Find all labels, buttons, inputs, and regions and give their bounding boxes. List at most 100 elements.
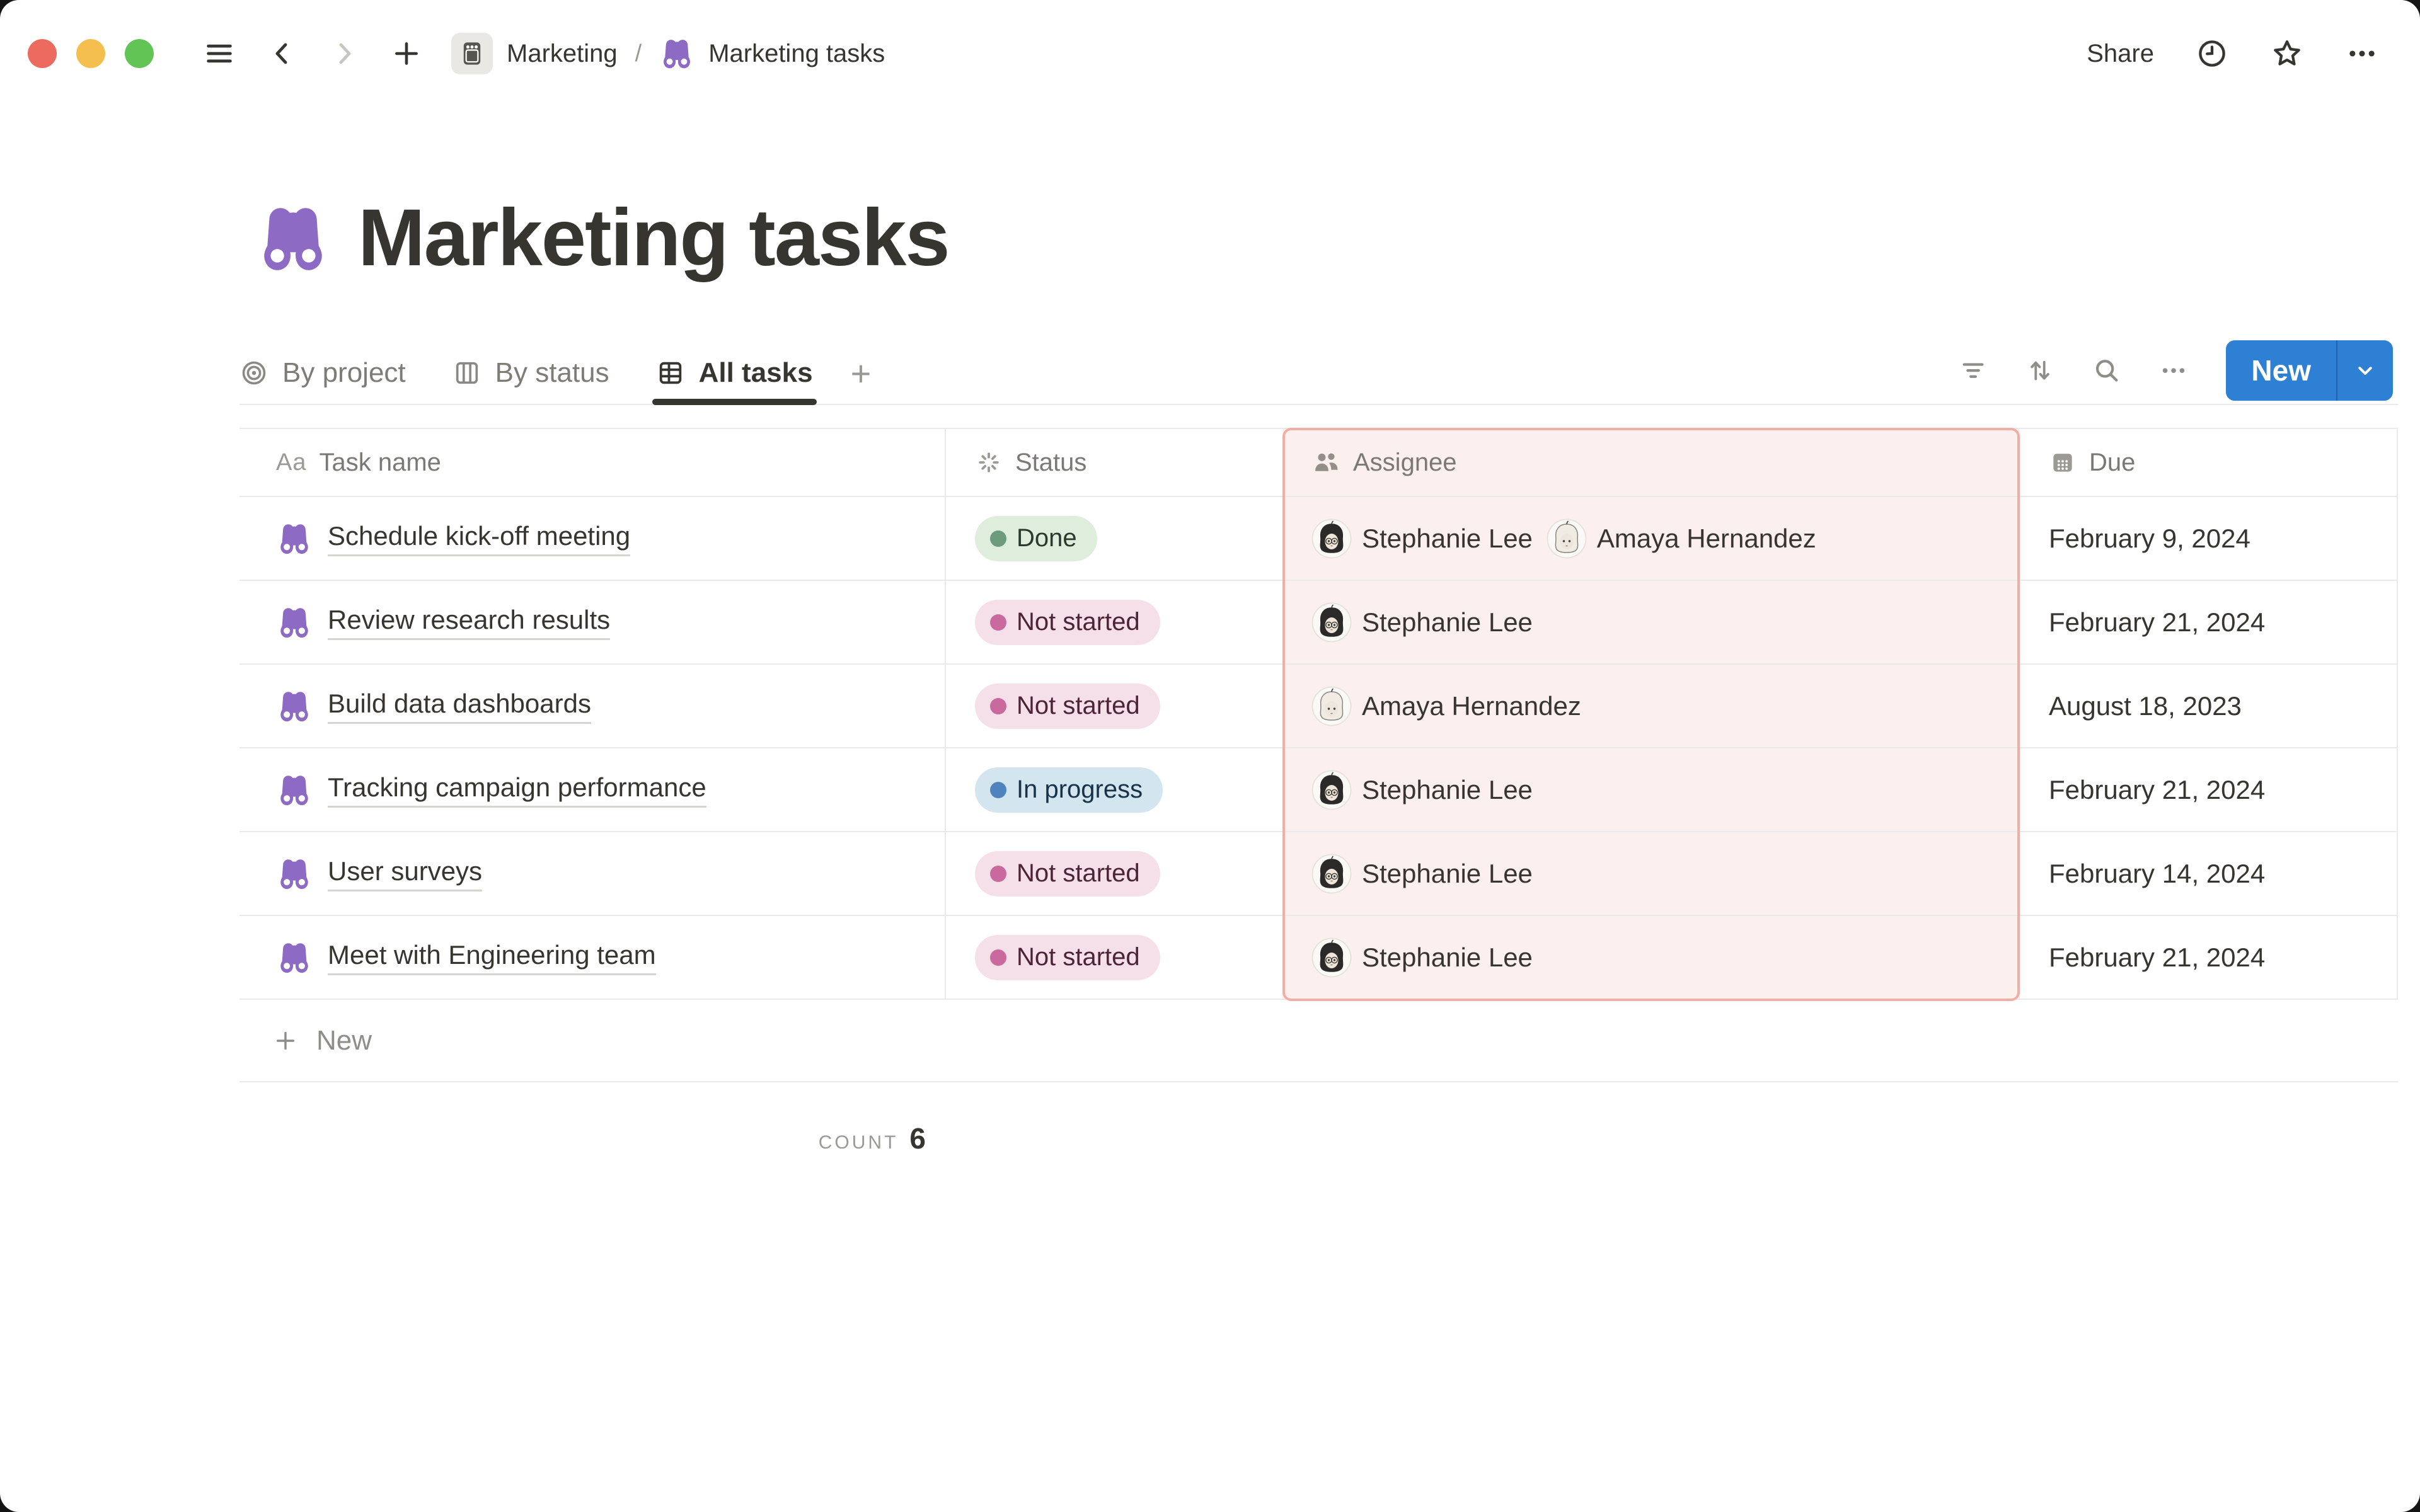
column-header-assignee[interactable]: Assignee [1282,429,2020,496]
assignee-cell[interactable]: Stephanie Lee [1282,748,2020,831]
status-cell[interactable]: Done [946,497,1282,580]
more-options-button[interactable] [2346,37,2378,70]
assignee-cell[interactable]: Stephanie Lee [1282,581,2020,663]
new-row-button[interactable]: New [239,1000,2398,1082]
topbar-actions: Share [2087,37,2378,71]
breadcrumb: Marketing / Marketing tasks [451,33,885,74]
task-link[interactable]: Review research results [328,605,611,640]
assignee-cell[interactable]: Amaya Hernandez [1282,665,2020,747]
task-name-cell[interactable]: Tracking campaign performance [239,748,946,831]
new-button-label[interactable]: New [2251,354,2311,387]
binoculars-icon [280,607,308,638]
ellipsis-icon [2163,368,2185,373]
new-button-dropdown[interactable] [2337,340,2393,401]
avatar [1311,518,1352,558]
favorite-button[interactable] [2270,37,2304,71]
view-tabs-bar: By project By status All tasks + [239,340,2398,405]
minimize-window-button[interactable] [76,39,105,68]
count-label: COUNT [818,1132,899,1153]
people-icon [1315,453,1338,471]
new-task-button[interactable]: New [2226,340,2393,401]
view-options-button[interactable] [2159,356,2188,385]
table-row: Meet with Engineering team Not started S… [239,916,2398,1000]
close-window-button[interactable] [28,39,57,68]
filter-button[interactable] [1959,356,1988,385]
task-name-cell[interactable]: Build data dashboards [239,665,946,747]
sidebar-menu-button[interactable] [203,37,236,70]
assignee-chip[interactable]: Stephanie Lee [1311,770,1533,810]
due-date-cell[interactable]: February 14, 2024 [2020,832,2398,915]
table-row: User surveys Not started Stephanie Lee F… [239,832,2398,916]
column-header-status[interactable]: Status [946,429,1282,496]
new-page-button[interactable] [391,38,422,69]
task-name-cell[interactable]: Meet with Engineering team [239,916,946,999]
column-label: Due [2089,448,2136,476]
status-label: Done [1017,524,1077,552]
zoom-window-button[interactable] [125,39,154,68]
due-date: February 14, 2024 [2049,858,2266,888]
calendar-icon [2053,454,2072,472]
due-date-cell[interactable]: August 18, 2023 [2020,665,2398,747]
tab-all-tasks[interactable]: All tasks [652,342,817,405]
breadcrumb-item-marketing-tasks[interactable]: Marketing tasks [659,36,885,71]
status-cell[interactable]: Not started [946,581,1282,663]
task-link[interactable]: Build data dashboards [328,689,591,724]
status-badge[interactable]: Done [975,515,1097,561]
tasks-table: Aa Task name Status Assignee Due [239,428,2398,1082]
task-name-cell[interactable]: User surveys [239,832,946,915]
due-date-cell[interactable]: February 21, 2024 [2020,748,2398,831]
status-badge[interactable]: Not started [975,850,1160,896]
share-button[interactable]: Share [2087,39,2154,67]
assignee-chip[interactable]: Amaya Hernandez [1311,686,1581,726]
assignee-chip[interactable]: Stephanie Lee [1311,854,1533,894]
search-button[interactable] [2092,356,2121,385]
due-date-cell[interactable]: February 21, 2024 [2020,581,2398,663]
task-link[interactable]: Schedule kick-off meeting [328,521,631,556]
target-icon [242,361,266,385]
sort-button[interactable] [2025,356,2054,385]
page-icon-binoculars[interactable] [255,200,331,277]
tab-by-project[interactable]: By project [239,342,406,404]
add-view-button[interactable]: + [850,353,872,393]
status-dot-icon [990,781,1006,798]
task-link[interactable]: Tracking campaign performance [328,772,706,808]
status-badge[interactable]: Not started [975,599,1160,645]
forward-button[interactable] [329,38,359,69]
tab-by-status[interactable]: By status [452,342,609,404]
chevron-right-icon [339,43,351,64]
assignee-cell[interactable]: Stephanie Lee [1282,916,2020,999]
assignee-chip[interactable]: Stephanie Lee [1311,937,1533,978]
assignee-chip[interactable]: Stephanie Lee [1311,518,1533,559]
search-icon [2096,360,2118,382]
task-link[interactable]: Meet with Engineering team [328,940,656,975]
status-cell[interactable]: Not started [946,665,1282,747]
status-cell[interactable]: Not started [946,832,1282,915]
tab-label: By status [495,357,609,388]
breadcrumb-item-marketing[interactable]: Marketing [451,33,618,74]
status-cell[interactable]: Not started [946,916,1282,999]
due-date-cell[interactable]: February 9, 2024 [2020,497,2398,580]
status-badge[interactable]: Not started [975,934,1160,980]
breadcrumb-label: Marketing tasks [708,39,885,67]
status-badge[interactable]: In progress [975,767,1163,813]
column-header-due[interactable]: Due [2020,429,2398,496]
task-name-cell[interactable]: Review research results [239,581,946,663]
assignee-name: Stephanie Lee [1362,607,1533,637]
assignee-chip[interactable]: Amaya Hernandez [1547,518,1816,559]
assignee-chip[interactable]: Stephanie Lee [1311,602,1533,643]
avatar [1311,602,1352,642]
status-cell[interactable]: In progress [946,748,1282,831]
page-content: Marketing tasks By project By status All… [239,107,2398,1155]
count-calculation[interactable]: COUNT 6 [239,1121,946,1155]
column-header-task-name[interactable]: Aa Task name [239,429,946,496]
due-date-cell[interactable]: February 21, 2024 [2020,916,2398,999]
status-badge[interactable]: Not started [975,683,1160,729]
assignee-cell[interactable]: Stephanie Lee Amaya Hernandez [1282,497,2020,580]
task-name-cell[interactable]: Schedule kick-off meeting [239,497,946,580]
updates-button[interactable] [2196,37,2228,70]
task-link[interactable]: User surveys [328,856,483,891]
due-date: February 21, 2024 [2049,607,2266,637]
assignee-cell[interactable]: Stephanie Lee [1282,832,2020,915]
avatar [1547,518,1587,558]
back-button[interactable] [267,38,297,69]
